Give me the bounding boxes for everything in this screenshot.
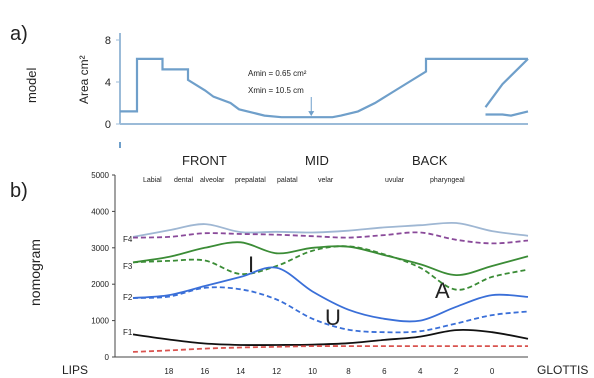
panel-b-y-tick-label: 4000 [91,207,109,216]
formant-curve-1 [132,231,529,245]
panel-b-y-tick-label: 2000 [91,280,109,289]
model-side-label: model [24,67,39,103]
panel-b-x-tick-label: 2 [454,367,459,376]
panel-a-plot: 0 4 8 [105,33,529,148]
panel-b-y-tick-label: 3000 [91,244,109,253]
panel-b-plot: 0 1000 2000 3000 4000 5000 18 16 14 12 10 8 6 4 2 0 [91,171,529,376]
panel-b-x-tick-label: 10 [308,367,317,376]
area-function-line-1 [484,58,529,108]
panel-b-x-tick-label: 14 [236,367,245,376]
place-prepalatal: prepalatal [235,177,266,184]
vowel-label-i: I [248,252,254,277]
panel-a-label: a) [10,23,28,45]
region-back: BACK [412,153,448,168]
panel-b-y-tick-label: 5000 [91,171,109,180]
panel-b-y-tick-label: 1000 [91,317,109,326]
area-function-line-0 [120,57,528,119]
formant-curve-4 [132,266,529,323]
place-velar: velar [318,177,334,184]
region-mid: MID [305,153,329,168]
formant-curve-6 [132,328,529,346]
area-function-line-2 [485,110,529,117]
panel-b-x-tick-label: 12 [272,367,281,376]
xmin-annotation: Xmin = 10.5 cm [248,86,304,95]
vowel-label-a: A [435,278,450,303]
panel-b-x-tick-label: 18 [164,367,173,376]
panel-b-x-tick-label: 0 [490,367,495,376]
panel-b-x-tick-label: 16 [200,367,209,376]
place-dental: dental [174,177,194,184]
vowel-label-u: U [325,305,341,330]
panel-a-y-tick-label: 0 [105,119,111,131]
panel-b-x-tick-label: 8 [346,367,351,376]
panel-b-x-tick-label: 6 [382,367,387,376]
formant-label-f3: F3 [123,262,133,271]
panel-a-y-tick-label: 8 [105,35,111,47]
formant-curve-3 [132,245,529,291]
panel-b-x-tick-label: 4 [418,367,423,376]
panel-a-y-tick-label: 4 [105,77,111,89]
panel-b-y-tick-label: 0 [105,353,110,362]
amin-arrow-head [308,111,315,117]
place-labial: Labial [143,177,162,184]
amin-annotation: Amin = 0.65 cm² [248,69,307,78]
panel-a-ylabel: Area cm² [77,55,91,104]
panel-b-label: b) [10,180,28,202]
place-palatal: palatal [277,177,298,184]
region-front: FRONT [182,153,227,168]
formant-label-f2: F2 [123,293,133,302]
place-uvular: uvular [385,177,405,184]
place-pharyngeal: pharyngeal [430,177,465,184]
formant-curve-7 [132,345,528,353]
formant-curve-5 [132,286,529,334]
glottis-label: GLOTTIS [537,363,588,377]
formant-label-f4: F4 [123,235,133,244]
lips-label: LIPS [62,363,88,377]
formant-label-f1: F1 [123,328,133,337]
nomogram-side-label: nomogram [27,239,43,306]
place-alveolar: alveolar [200,177,225,184]
formant-curve-0 [132,221,529,238]
